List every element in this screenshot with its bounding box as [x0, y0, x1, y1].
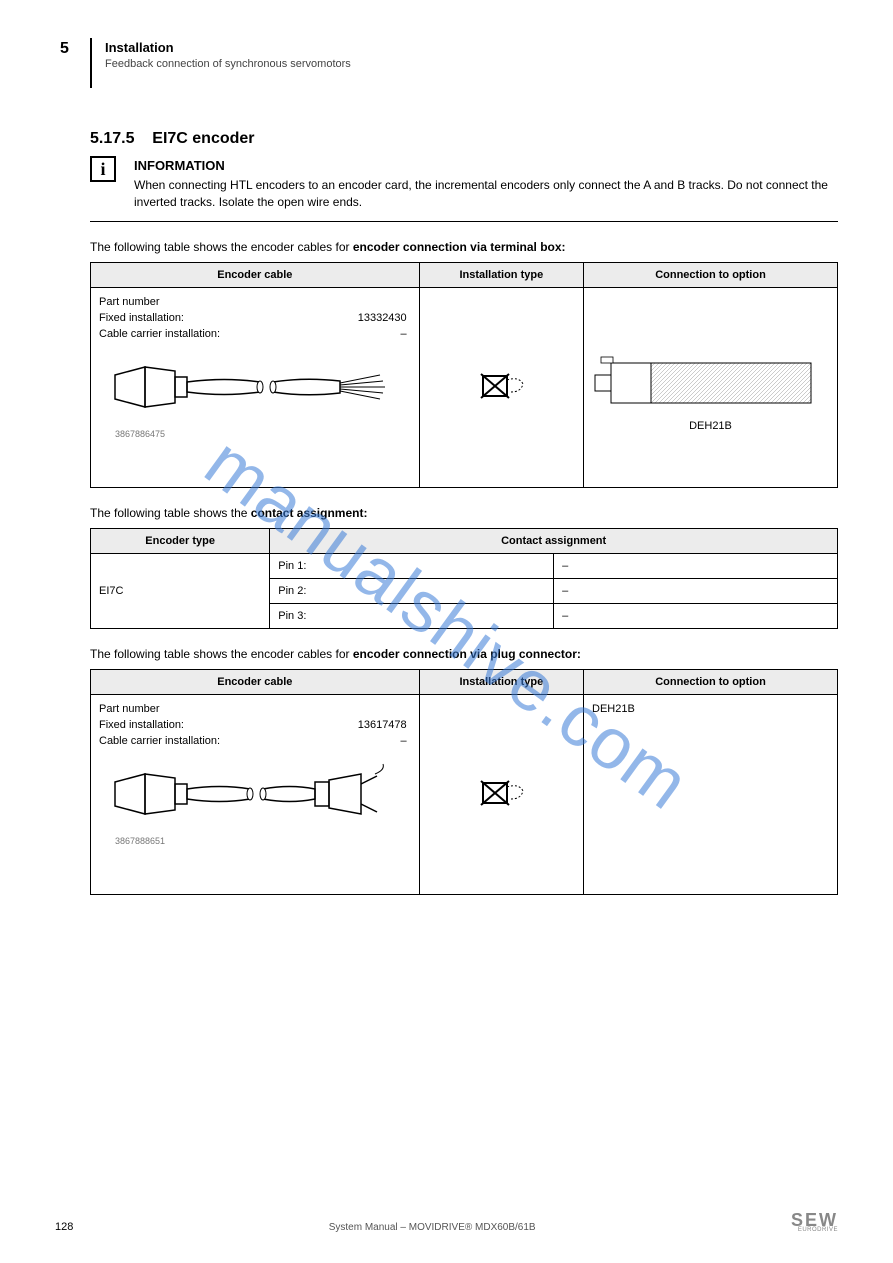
- table-encoder-cable-terminal: Encoder cable Installation type Connecti…: [90, 262, 838, 488]
- info-text: INFORMATION When connecting HTL encoders…: [134, 156, 838, 211]
- section-subtitle: Feedback connection of synchronous servo…: [105, 58, 351, 70]
- section-number: 5: [60, 40, 69, 58]
- t3-carrier-label: Cable carrier installation:: [99, 735, 220, 747]
- t3-header-install: Installation type: [419, 669, 583, 694]
- t1-install-cell: [419, 287, 583, 487]
- t1-fixed-value: 13332430: [358, 312, 407, 324]
- table-contact-assignment: Encoder type Contact assignment EI7C Pin…: [90, 528, 838, 629]
- t3-cable-image-cell: 3867888651 Part number Fixed installatio…: [91, 694, 420, 894]
- table1-caption: The following table shows the encoder ca…: [90, 240, 838, 254]
- info-block: i INFORMATION When connecting HTL encode…: [90, 156, 838, 211]
- t1-cable-image-cell: 3867886475 Part number Fixed installatio…: [91, 287, 420, 487]
- fixed-installation-icon-2: [471, 773, 531, 813]
- diagram-id-2: 3867888651: [115, 836, 165, 846]
- t3-fixed-label: Fixed installation:: [99, 719, 184, 731]
- t3-header-cable: Encoder cable: [91, 669, 420, 694]
- t2-val3: –: [554, 603, 838, 628]
- deh21b-card-svg: [591, 343, 831, 423]
- t1-carrier-label: Cable carrier installation:: [99, 328, 220, 340]
- subsection-title: EI7C encoder: [152, 130, 254, 147]
- t3-option-label: DEH21B: [592, 703, 829, 715]
- t1-part-label: Part number: [99, 296, 160, 308]
- t2-val1: –: [554, 553, 838, 578]
- table-encoder-cable-plug: Encoder cable Installation type Connecti…: [90, 669, 838, 895]
- footer-logo-block: SEW EURODRIVE: [791, 1213, 838, 1233]
- table3-caption-text: The following table shows the encoder ca…: [90, 647, 353, 661]
- page-footer: 128 System Manual – MOVIDRIVE® MDX60B/61…: [55, 1213, 838, 1233]
- t2-header-encoder: Encoder type: [91, 528, 270, 553]
- t2-pin3: Pin 3:: [270, 603, 554, 628]
- table3-caption-strong: encoder connection via plug connector:: [353, 647, 581, 661]
- header-divider: [90, 38, 92, 88]
- subsection-number: 5.17.5: [90, 130, 134, 147]
- table2-caption-text: The following table shows the: [90, 506, 251, 520]
- table3-caption: The following table shows the encoder ca…: [90, 647, 838, 661]
- table2-caption-strong: contact assignment:: [251, 506, 368, 520]
- sew-logo: SEW: [791, 1213, 838, 1227]
- t2-val2: –: [554, 578, 838, 603]
- info-divider: [90, 221, 838, 222]
- t1-header-option: Connection to option: [584, 262, 838, 287]
- page-content: 5.17.5 EI7C encoder i INFORMATION When c…: [0, 130, 893, 895]
- t1-fixed-label: Fixed installation:: [99, 312, 184, 324]
- sew-logo-sub: EURODRIVE: [791, 1227, 838, 1233]
- cable-open-wire-svg: 3867886475: [105, 327, 405, 447]
- cable-plug-svg: 3867888651: [105, 734, 405, 854]
- t2-pin1: Pin 1:: [270, 553, 554, 578]
- t1-carrier-value: –: [401, 328, 407, 340]
- diagram-id-1: 3867886475: [115, 429, 165, 439]
- t3-option-cell: DEH21B: [584, 694, 838, 894]
- t3-fixed-value: 13617478: [358, 719, 407, 731]
- t1-header-install: Installation type: [419, 262, 583, 287]
- t3-header-option: Connection to option: [584, 669, 838, 694]
- t3-install-cell: [419, 694, 583, 894]
- info-body: When connecting HTL encoders to an encod…: [134, 177, 838, 211]
- subsection-heading: 5.17.5 EI7C encoder: [90, 130, 838, 148]
- page-number: 128: [55, 1221, 73, 1233]
- footer-doc-title: System Manual – MOVIDRIVE® MDX60B/61B: [73, 1222, 791, 1233]
- t2-encoder-type: EI7C: [91, 553, 270, 628]
- info-icon: i: [90, 156, 116, 182]
- fixed-installation-icon: [471, 366, 531, 406]
- t2-pin2: Pin 2:: [270, 578, 554, 603]
- t1-option-cell: DEH21B: [584, 287, 838, 487]
- page-header: 5 Installation Feedback connection of sy…: [0, 0, 893, 100]
- table1-caption-strong: encoder connection via terminal box:: [353, 240, 566, 254]
- table2-caption: The following table shows the contact as…: [90, 506, 838, 520]
- info-label: INFORMATION: [134, 158, 838, 173]
- t1-header-cable: Encoder cable: [91, 262, 420, 287]
- t3-part-label: Part number: [99, 703, 160, 715]
- section-title: Installation: [105, 40, 174, 55]
- table1-caption-text: The following table shows the encoder ca…: [90, 240, 353, 254]
- t2-header-contact: Contact assignment: [270, 528, 838, 553]
- t3-carrier-value: –: [401, 735, 407, 747]
